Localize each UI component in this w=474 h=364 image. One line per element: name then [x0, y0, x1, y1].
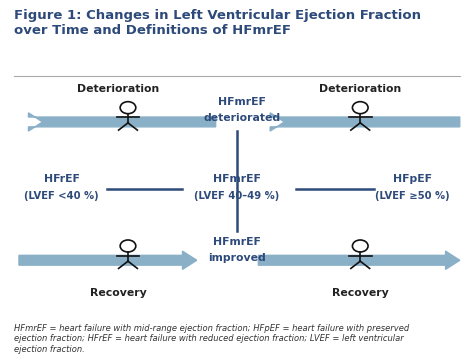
Text: HFmrEF: HFmrEF: [218, 97, 266, 107]
Text: (LVEF <40 %): (LVEF <40 %): [24, 191, 99, 201]
FancyArrow shape: [28, 113, 216, 131]
Text: (LVEF ≥50 %): (LVEF ≥50 %): [375, 191, 450, 201]
Text: HFpEF: HFpEF: [393, 174, 432, 184]
Text: Deterioration: Deterioration: [319, 84, 401, 94]
Text: Deterioration: Deterioration: [77, 84, 160, 94]
FancyArrow shape: [258, 251, 460, 269]
Text: HFmrEF: HFmrEF: [213, 237, 261, 247]
Text: improved: improved: [208, 253, 266, 263]
FancyArrow shape: [270, 113, 460, 131]
Text: HFmrEF: HFmrEF: [213, 174, 261, 184]
Text: (LVEF 40–49 %): (LVEF 40–49 %): [194, 191, 280, 201]
FancyArrow shape: [19, 251, 197, 269]
Text: deteriorated: deteriorated: [203, 112, 280, 123]
Text: HFrEF: HFrEF: [44, 174, 80, 184]
Text: Figure 1: Changes in Left Ventricular Ejection Fraction: Figure 1: Changes in Left Ventricular Ej…: [14, 9, 421, 22]
Text: HFmrEF = heart failure with mid-range ejection fraction; HFpEF = heart failure w: HFmrEF = heart failure with mid-range ej…: [14, 324, 410, 354]
Text: Recovery: Recovery: [90, 288, 147, 298]
Text: Recovery: Recovery: [332, 288, 389, 298]
Text: over Time and Definitions of HFmrEF: over Time and Definitions of HFmrEF: [14, 24, 291, 37]
